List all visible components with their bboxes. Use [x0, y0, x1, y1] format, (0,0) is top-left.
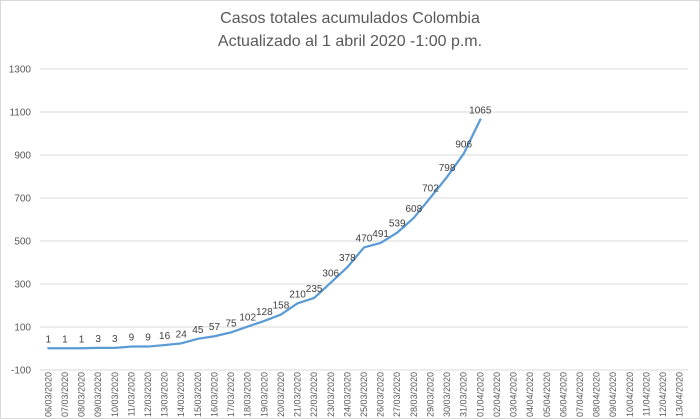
x-tick-label: 14/03/2020 — [176, 372, 186, 417]
x-tick-label: 23/03/2020 — [326, 372, 336, 417]
data-label: 210 — [289, 289, 306, 300]
data-label: 539 — [389, 219, 406, 230]
x-tick-label: 01/04/2020 — [475, 372, 485, 417]
data-label: 24 — [176, 329, 188, 340]
x-tick-label: 10/03/2020 — [110, 372, 120, 417]
x-tick-label: 04/04/2020 — [525, 372, 535, 417]
x-tick-label: 07/04/2020 — [575, 372, 585, 417]
y-tick-label: 1300 — [9, 65, 32, 76]
x-tick-label: 11/03/2020 — [126, 372, 136, 416]
x-tick-label: 08/04/2020 — [592, 372, 602, 417]
x-tick-label: 18/03/2020 — [243, 372, 253, 417]
x-tick-label: 24/03/2020 — [342, 372, 352, 417]
data-label: 102 — [239, 313, 256, 324]
x-tick-label: 07/03/2020 — [60, 372, 70, 417]
data-label: 75 — [226, 318, 238, 329]
data-label: 158 — [273, 301, 290, 312]
x-tick-label: 13/04/2020 — [675, 372, 685, 417]
y-tick-label: -100 — [11, 366, 31, 377]
x-tick-label: 28/03/2020 — [409, 372, 419, 417]
x-tick-label: 31/03/2020 — [459, 372, 469, 417]
x-tick-label: 09/04/2020 — [608, 372, 618, 417]
x-tick-label: 12/04/2020 — [658, 372, 668, 417]
x-tick-label: 16/03/2020 — [209, 372, 219, 417]
y-tick-label: 1100 — [9, 108, 31, 119]
data-label: 9 — [129, 333, 135, 344]
x-tick-label: 10/04/2020 — [625, 372, 635, 417]
x-tick-label: 03/04/2020 — [509, 372, 519, 417]
x-tick-label: 20/03/2020 — [276, 372, 286, 417]
data-label: 57 — [209, 322, 221, 333]
x-tick-label: 17/03/2020 — [226, 372, 236, 417]
y-tick-label: 500 — [14, 237, 31, 248]
x-tick-label: 02/04/2020 — [492, 372, 502, 417]
data-label: 3 — [95, 334, 101, 345]
x-tick-label: 13/03/2020 — [160, 372, 170, 417]
y-tick-label: 700 — [14, 194, 31, 205]
x-tick-label: 25/03/2020 — [359, 372, 369, 417]
x-tick-label: 12/03/2020 — [143, 372, 153, 417]
data-label: 906 — [455, 140, 472, 151]
y-tick-label: 900 — [14, 151, 31, 162]
data-label: 45 — [192, 325, 204, 336]
x-tick-label: 15/03/2020 — [193, 372, 203, 417]
x-tick-label: 09/03/2020 — [93, 372, 103, 417]
x-tick-label: 19/03/2020 — [259, 372, 269, 417]
x-tick-label: 30/03/2020 — [442, 372, 452, 417]
data-label: 491 — [372, 229, 389, 240]
x-tick-label: 05/04/2020 — [542, 372, 552, 417]
x-tick-label: 22/03/2020 — [309, 372, 319, 417]
data-label: 306 — [322, 269, 339, 280]
data-label: 702 — [422, 184, 439, 195]
data-label: 16 — [159, 331, 171, 342]
series-line — [47, 118, 482, 350]
data-label: 470 — [356, 233, 373, 244]
x-tick-label: 11/04/2020 — [641, 372, 651, 416]
x-tick-label: 06/04/2020 — [558, 372, 568, 417]
x-tick-label: 08/03/2020 — [77, 372, 87, 417]
data-label: 1 — [62, 334, 68, 345]
chart-title: Casos totales acumulados Colombia — [220, 10, 480, 27]
y-tick-label: 300 — [14, 280, 31, 291]
y-tick-label: 100 — [14, 323, 31, 334]
x-tick-label: 21/03/2020 — [293, 372, 303, 417]
data-label: 1 — [46, 334, 52, 345]
x-tick-label: 29/03/2020 — [425, 372, 435, 417]
x-tick-label: 06/03/2020 — [43, 372, 53, 417]
data-label: 1 — [79, 334, 85, 345]
chart-subtitle: Actualizado al 1 abril 2020 -1:00 p.m. — [217, 33, 483, 50]
x-tick-label: 27/03/2020 — [392, 372, 402, 417]
data-label: 128 — [256, 307, 273, 318]
data-label: 235 — [306, 284, 323, 295]
data-label: 3 — [112, 334, 118, 345]
x-tick-label: 26/03/2020 — [376, 372, 386, 417]
data-label: 9 — [145, 333, 151, 344]
data-label: 798 — [439, 163, 456, 174]
data-label: 608 — [406, 204, 423, 215]
data-label: 378 — [339, 253, 356, 264]
data-label: 1065 — [469, 106, 492, 117]
